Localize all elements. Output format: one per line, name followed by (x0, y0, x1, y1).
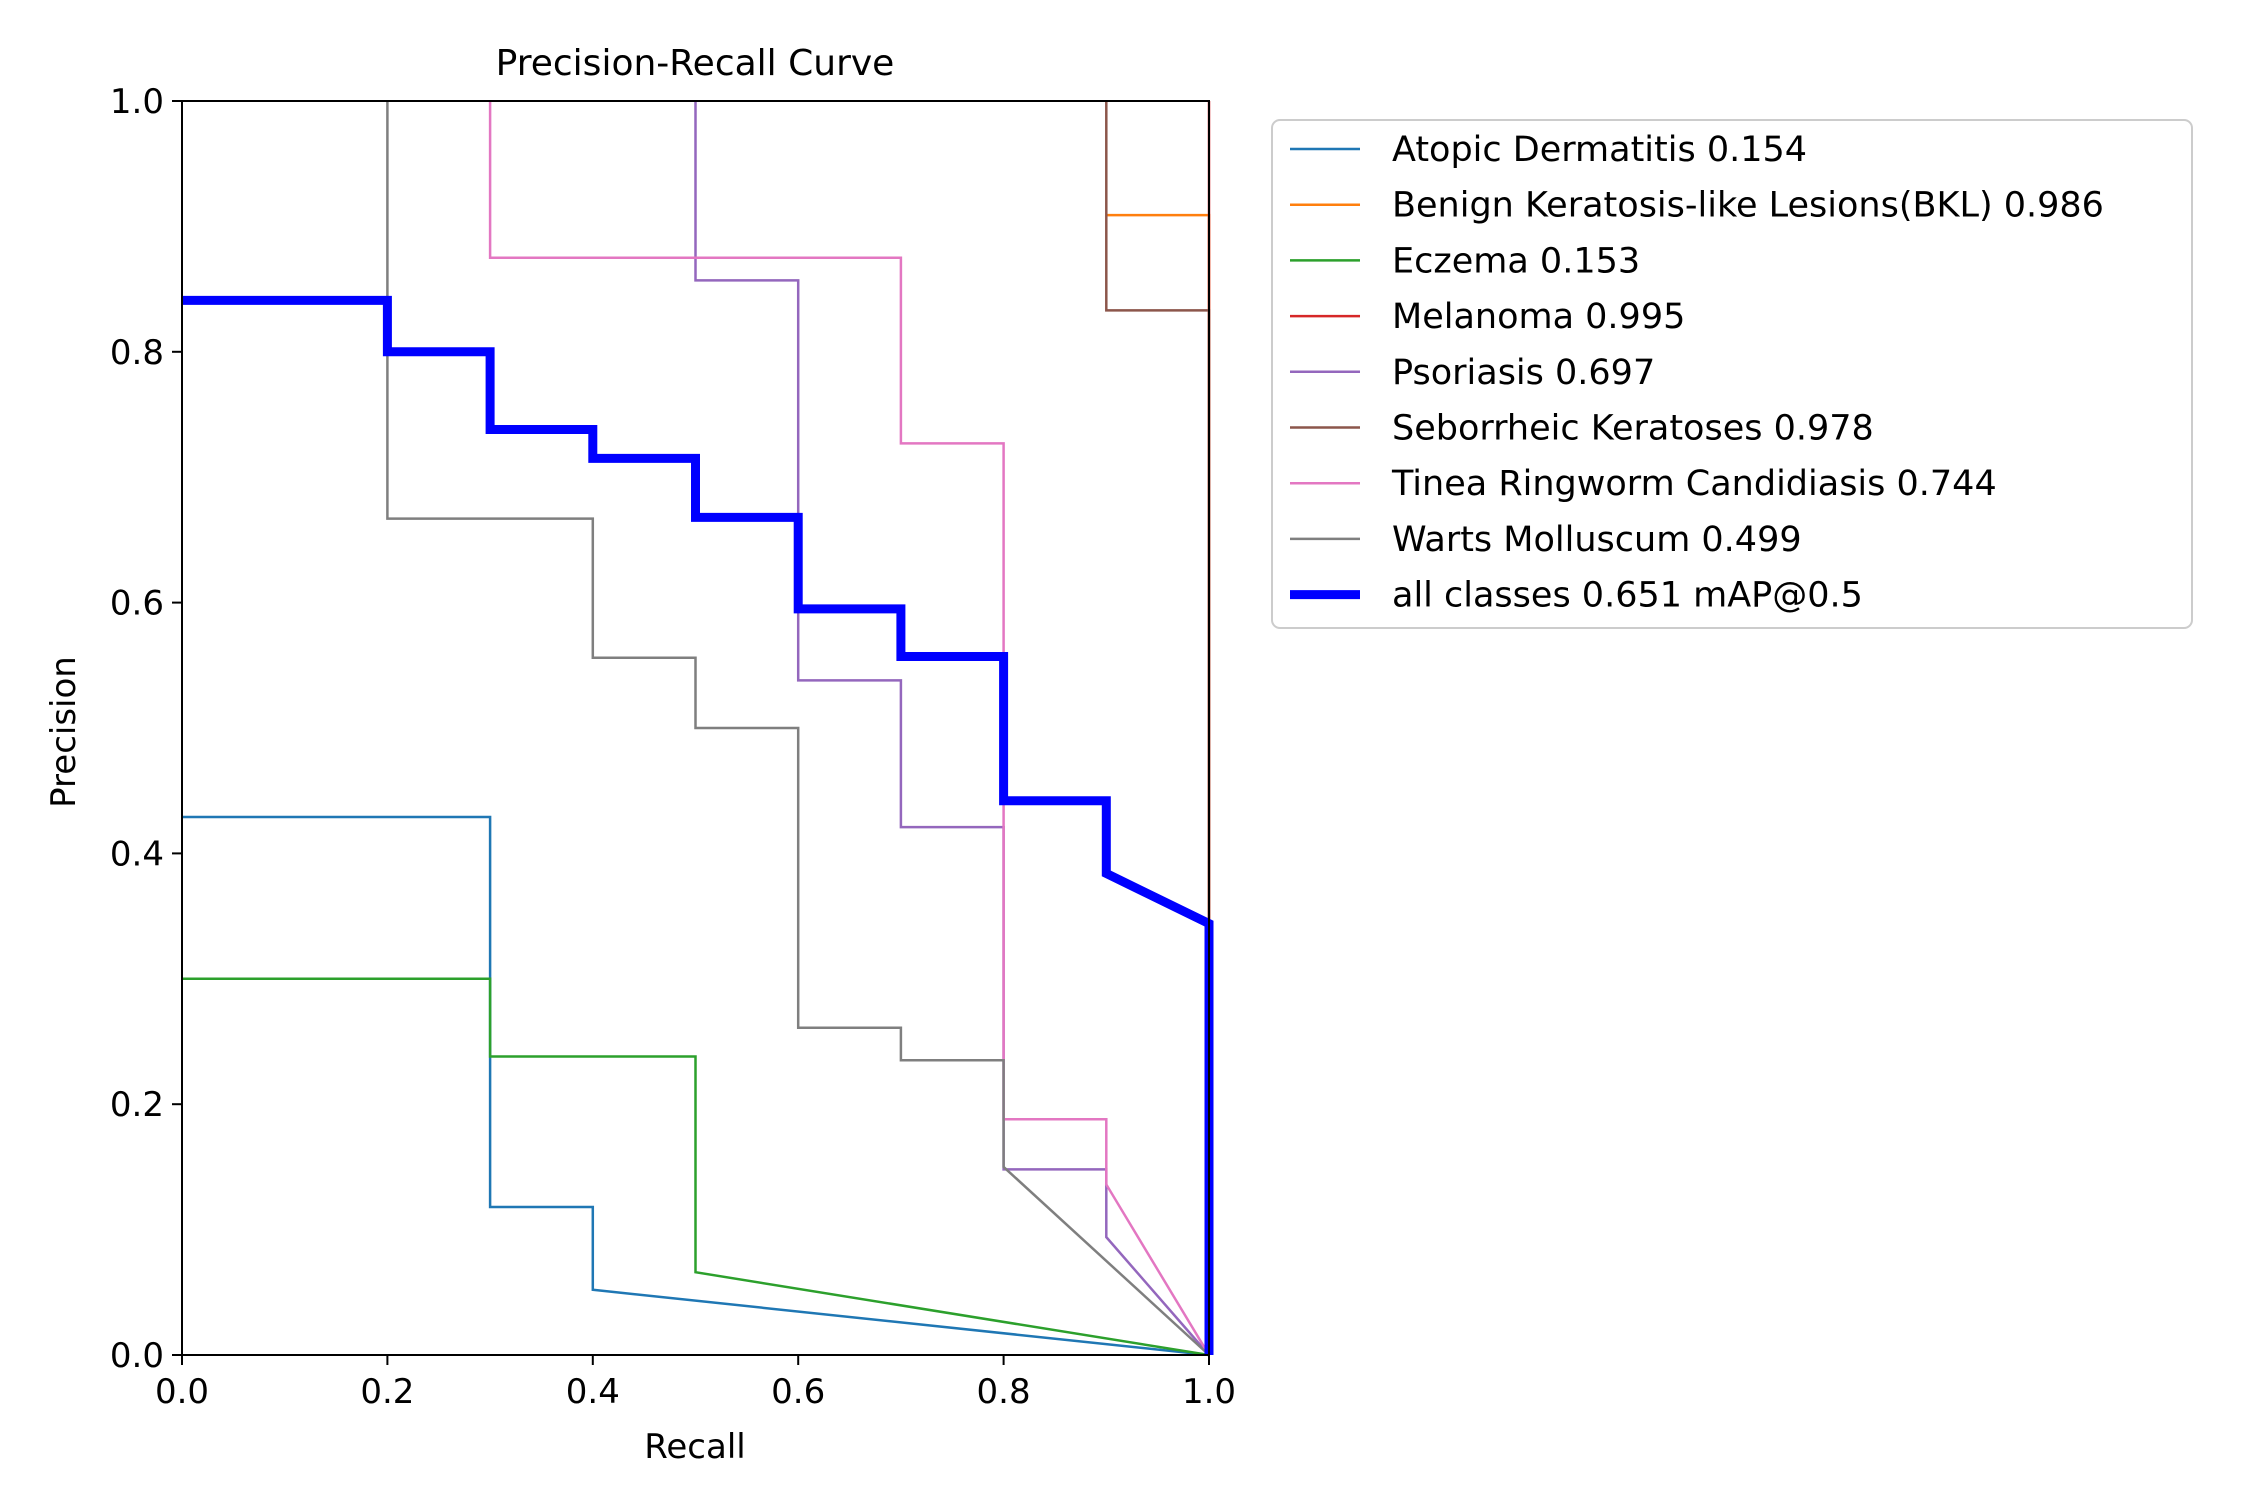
series-line-8 (182, 295, 1214, 1355)
legend: Atopic Dermatitis 0.154 Benign Keratosis-… (1271, 119, 2193, 629)
legend-label-4: Psoriasis 0.697 (1392, 353, 1655, 393)
y-tick-label: 1.0 (110, 82, 164, 122)
series-line-1 (1106, 213, 1211, 1355)
x-axis-label: Recall (644, 1427, 745, 1467)
legend-label-1: Benign Keratosis-like Lesions(BKL) 0.986 (1392, 186, 2104, 226)
tick-layer: 0.0 0.2 0.4 0.6 0.8 1.0 0.0 0.2 0.4 0.6 0.8 1.0 (110, 82, 1236, 1412)
series-line-5 (1105, 101, 1211, 1355)
x-tick-label: 1.0 (1182, 1372, 1236, 1412)
series-line-2 (182, 977, 1210, 1357)
legend-label-6: Tinea Ringworm Candidiasis 0.744 (1391, 464, 1997, 504)
legend-label-8: all classes 0.651 mAP@0.5 (1392, 576, 1863, 616)
x-tick-label: 0.2 (360, 1372, 414, 1412)
y-tick-label: 0.4 (110, 834, 164, 874)
legend-label-5: Seborrheic Keratoses 0.978 (1392, 409, 1874, 449)
series-line-4 (694, 101, 1210, 1356)
series-line-0 (182, 815, 1210, 1357)
series-line-6 (488, 101, 1211, 1356)
x-tick-label: 0.6 (771, 1372, 825, 1412)
series-layer (182, 101, 1214, 1357)
legend-label-3: Melanoma 0.995 (1392, 297, 1685, 337)
legend-label-7: Warts Molluscum 0.499 (1392, 520, 1802, 560)
legend-frame (1271, 119, 2193, 629)
legend-label-0: Atopic Dermatitis 0.154 (1392, 130, 1807, 170)
x-tick-label: 0.0 (155, 1372, 209, 1412)
series-line-7 (386, 101, 1210, 1356)
y-tick-label: 0.8 (110, 333, 164, 373)
y-tick-label: 0.2 (110, 1085, 164, 1125)
x-tick-label: 0.4 (566, 1372, 620, 1412)
legend-label-2: Eczema 0.153 (1392, 241, 1640, 281)
chart-title: Precision-Recall Curve (496, 43, 895, 84)
y-tick-label: 0.6 (110, 584, 164, 624)
plot-frame (181, 100, 1210, 1356)
x-tick-label: 0.8 (977, 1372, 1031, 1412)
y-axis-label: Precision (44, 656, 84, 808)
y-tick-label: 0.0 (110, 1336, 164, 1376)
